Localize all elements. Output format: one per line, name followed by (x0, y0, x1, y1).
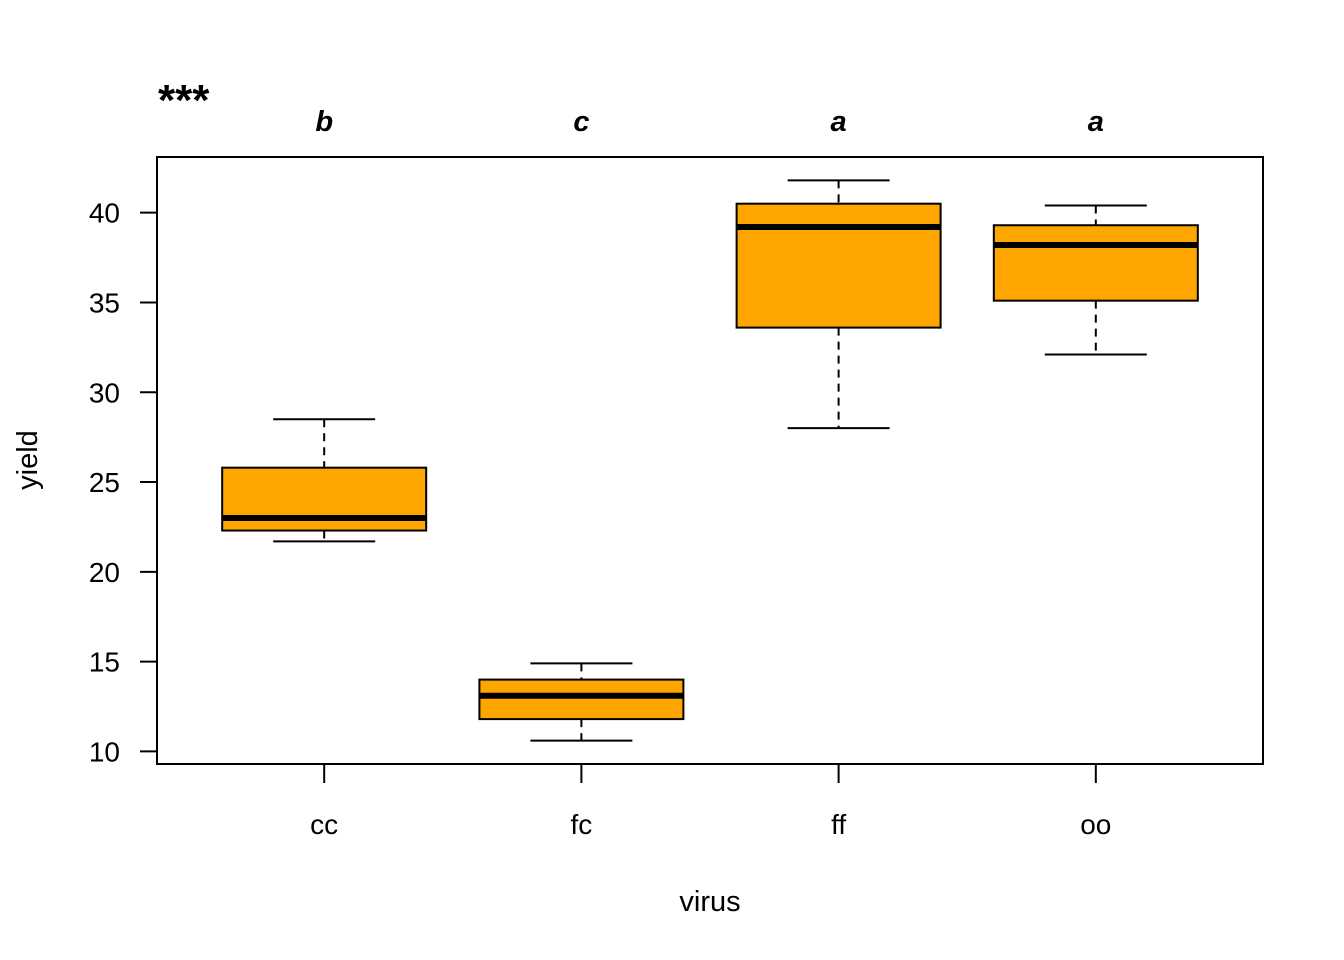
iqr-box (221, 466, 428, 532)
iqr-box (478, 678, 685, 721)
y-tick-label: 40 (89, 198, 120, 229)
iqr-box (992, 224, 1199, 302)
box-oo (992, 204, 1199, 356)
group-letter: a (1088, 106, 1104, 138)
boxes (221, 179, 1199, 742)
y-axis: 10 15 20 25 30 35 40 (89, 198, 157, 767)
x-tick-label: fc (571, 809, 593, 840)
group-letter: a (831, 106, 847, 138)
y-axis-title: yield (12, 430, 44, 490)
box-fc (478, 662, 685, 742)
x-tick-label: oo (1080, 809, 1111, 840)
group-letter: b (315, 106, 333, 138)
x-tick-label: cc (310, 809, 338, 840)
box-cc (221, 418, 428, 543)
y-tick-label: 25 (89, 467, 120, 498)
y-tick-label: 35 (89, 287, 120, 318)
iqr-box (735, 202, 942, 329)
y-tick-label: 15 (89, 647, 120, 678)
box-ff (735, 179, 942, 430)
x-tick-label: ff (831, 809, 846, 840)
group-letter: c (573, 106, 589, 138)
y-tick-label: 10 (89, 736, 120, 767)
y-tick-label: 30 (89, 377, 120, 408)
x-axis-title: virus (679, 886, 740, 918)
significance-stars: *** (158, 76, 210, 125)
x-axis: cc fc ff oo (310, 764, 1111, 840)
y-tick-label: 20 (89, 557, 120, 588)
plot-frame (156, 156, 1264, 765)
